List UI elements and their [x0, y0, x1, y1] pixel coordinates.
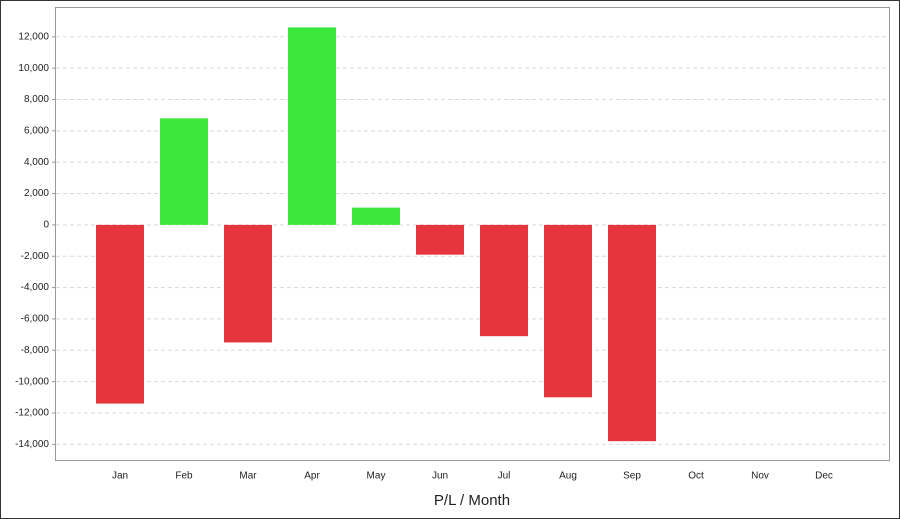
y-tick-label: 8,000	[24, 94, 49, 105]
x-tick-label: Jan	[112, 471, 128, 482]
x-tick-label: Jun	[432, 471, 448, 482]
bar	[352, 207, 400, 225]
y-tick-label: 6,000	[24, 125, 49, 136]
y-tick-label: 4,000	[24, 157, 49, 168]
bar	[480, 224, 528, 337]
y-tick-label: -14,000	[15, 439, 49, 450]
x-tick-label: May	[367, 471, 386, 482]
chart-title: P/L / Month	[434, 492, 510, 509]
x-tick-label: Aug	[559, 471, 577, 482]
y-tick-label: -4,000	[21, 282, 50, 293]
bar	[288, 27, 336, 225]
bar	[160, 118, 208, 225]
y-tick-label: 0	[43, 220, 49, 231]
x-tick-label: Jul	[498, 471, 511, 482]
bar	[544, 224, 592, 398]
bar	[224, 224, 272, 343]
bar	[416, 224, 464, 255]
plot-area	[55, 7, 890, 461]
y-tick-label: 10,000	[18, 63, 49, 74]
x-tick-label: Feb	[175, 471, 193, 482]
y-tick-label: -2,000	[21, 251, 50, 262]
bar	[96, 224, 144, 404]
bar	[608, 224, 656, 442]
y-tick-label: -12,000	[15, 408, 49, 419]
y-tick-label: 2,000	[24, 188, 49, 199]
x-tick-label: Sep	[623, 471, 641, 482]
y-tick-label: -6,000	[21, 314, 50, 325]
y-tick-label: -10,000	[15, 376, 49, 387]
x-tick-label: Dec	[815, 471, 833, 482]
x-tick-label: Apr	[304, 471, 320, 482]
y-tick-label: -8,000	[21, 345, 50, 356]
x-tick-label: Oct	[688, 471, 704, 482]
y-tick-label: 12,000	[18, 31, 49, 42]
x-tick-label: Mar	[239, 471, 257, 482]
x-tick-label: Nov	[751, 471, 769, 482]
